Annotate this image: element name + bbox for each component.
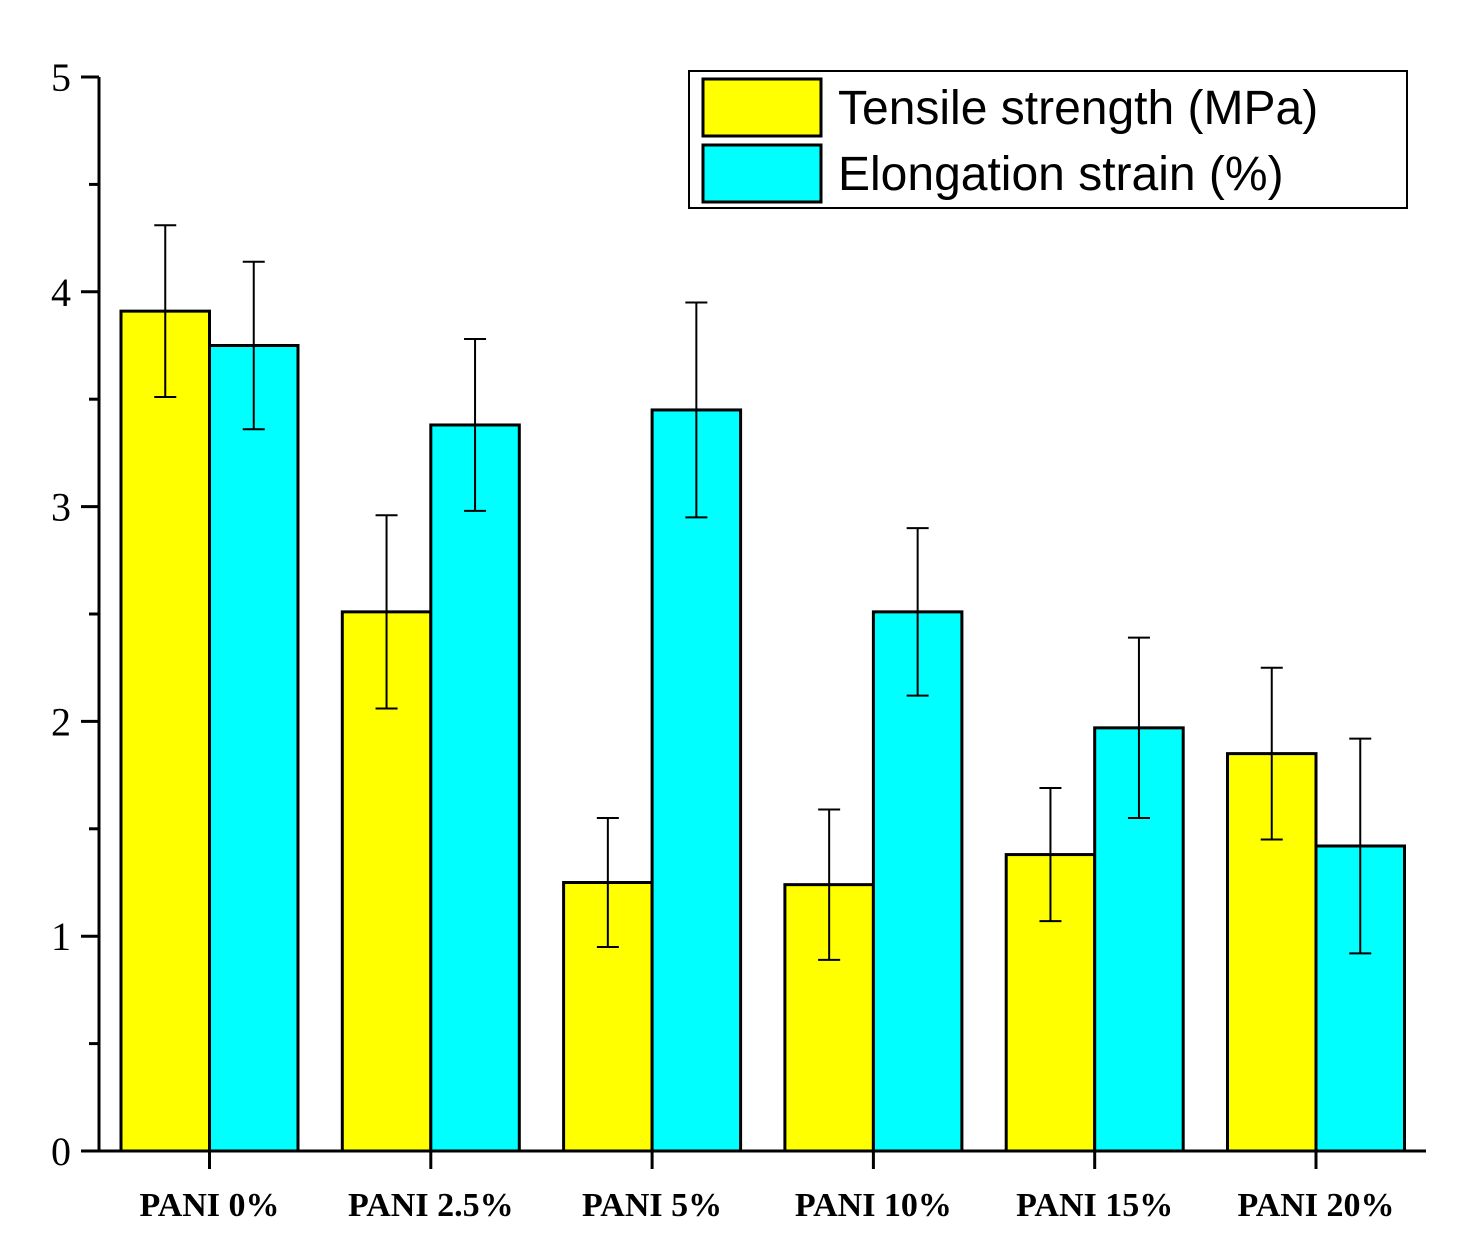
bars-layer [119, 309, 1406, 1153]
x-tick-label-1: PANI 2.5% [348, 1187, 514, 1224]
error-bar-elongation-4 [1127, 636, 1150, 820]
legend-label-1: Elongation strain (%) [838, 148, 1284, 201]
error-bar-elongation-2 [685, 301, 708, 519]
error-bar-elongation-3 [906, 527, 929, 697]
y-tick-label-0: 0 [51, 1129, 71, 1174]
error-bar-elongation-5 [1349, 737, 1372, 955]
y-tick-label-4: 4 [51, 270, 71, 315]
error-bar-tensile-1 [375, 514, 398, 710]
legend-swatch-1 [701, 143, 823, 204]
x-tick-label-3: PANI 10% [795, 1187, 952, 1224]
error-bar-tensile-3 [818, 808, 841, 961]
error-bar-tensile-0 [154, 224, 177, 399]
y-tick-label-3: 3 [51, 485, 71, 530]
x-tick-label-4: PANI 15% [1016, 1187, 1173, 1224]
legend-swatch-0 [701, 77, 823, 138]
y-tick-label-2: 2 [51, 699, 71, 744]
bar-elongation-1 [429, 423, 521, 1153]
error-bar-elongation-1 [464, 338, 487, 512]
x-tick-label-2: PANI 5% [582, 1187, 722, 1224]
error-bar-tensile-5 [1260, 666, 1283, 841]
y-tick-label-1: 1 [51, 914, 71, 959]
bar-elongation-2 [650, 408, 743, 1153]
y-tick-label-5: 5 [51, 55, 71, 100]
bar-tensile-0 [119, 309, 211, 1153]
x-tick-label-0: PANI 0% [139, 1187, 279, 1224]
axes-layer: 0 1 2 3 4 5 PANI 0% PANI 2.5% PANI 5% PANI 10% PAN… [51, 55, 1426, 1224]
bar-elongation-3 [871, 610, 964, 1153]
error-bar-elongation-0 [242, 260, 265, 431]
x-tick-label-5: PANI 20% [1237, 1187, 1394, 1224]
error-bar-tensile-2 [596, 817, 619, 948]
error-bar-tensile-4 [1039, 786, 1062, 923]
bar-elongation-0 [208, 344, 300, 1153]
legend: Tensile strength (MPa) Elongation strain … [688, 70, 1408, 209]
legend-label-0: Tensile strength (MPa) [838, 82, 1318, 135]
error-bars-layer [154, 224, 1372, 961]
